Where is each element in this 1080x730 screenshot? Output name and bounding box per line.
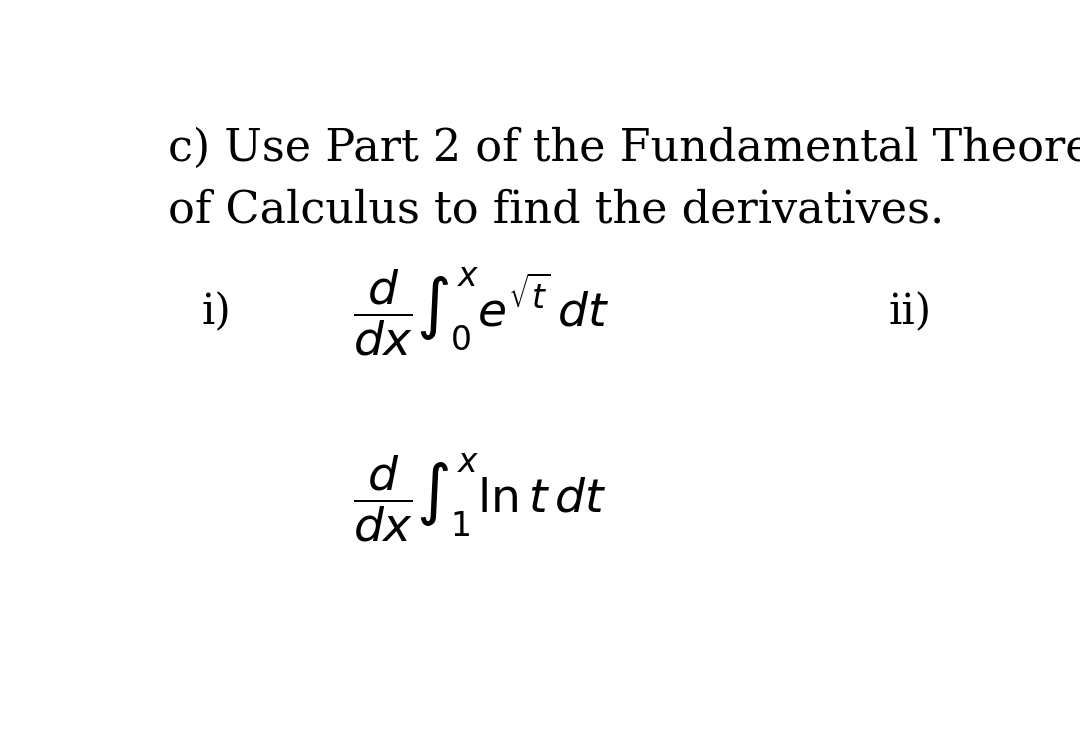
Text: of Calculus to find the derivatives.: of Calculus to find the derivatives. — [168, 189, 945, 232]
Text: i): i) — [202, 291, 231, 334]
Text: c) Use Part 2 of the Fundamental Theorem: c) Use Part 2 of the Fundamental Theorem — [168, 127, 1080, 170]
Text: $\dfrac{d}{dx}\int_{0}^{x} e^{\sqrt{t}}\,dt$: $\dfrac{d}{dx}\int_{0}^{x} e^{\sqrt{t}}\… — [352, 266, 609, 359]
Text: ii): ii) — [889, 291, 931, 334]
Text: $\dfrac{d}{dx}\int_{1}^{x} \ln t\,dt$: $\dfrac{d}{dx}\int_{1}^{x} \ln t\,dt$ — [352, 451, 606, 545]
